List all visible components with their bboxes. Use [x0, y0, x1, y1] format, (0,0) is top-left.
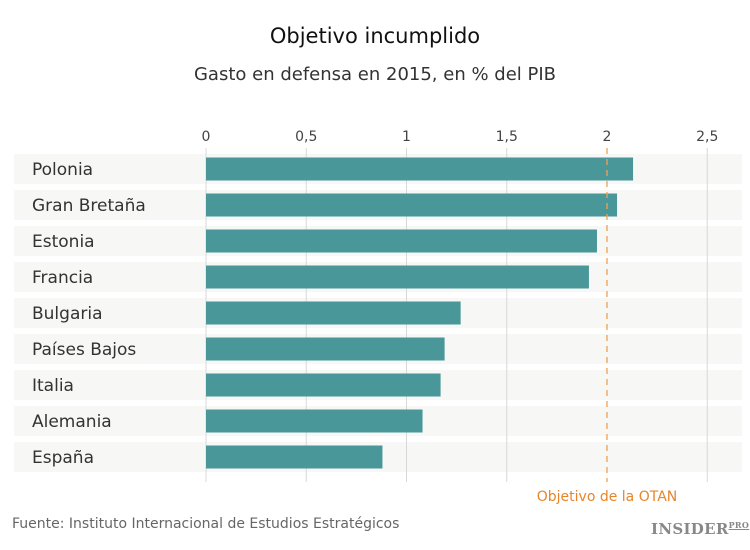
x-tick-label: 1 [402, 129, 411, 145]
x-tick-label: 0 [202, 129, 211, 145]
bar-gran-bretaña [206, 193, 618, 217]
category-label: Bulgaria [32, 304, 103, 324]
bar-francia [206, 265, 589, 289]
bar-países-bajos [206, 337, 445, 361]
x-tick-label: 2 [603, 129, 612, 145]
x-tick-label: 2,5 [696, 129, 718, 145]
bar-polonia [206, 157, 634, 181]
category-label: Países Bajos [32, 340, 136, 360]
category-label: Polonia [32, 160, 93, 180]
x-tick-label: 1,5 [496, 129, 518, 145]
category-label: España [32, 448, 94, 468]
source-note: Fuente: Instituto Internacional de Estud… [12, 516, 400, 532]
category-label: Estonia [32, 232, 95, 252]
bar-alemania [206, 409, 423, 433]
category-label: Italia [32, 376, 74, 396]
insider-pro-logo: INSIDERPRO [651, 520, 750, 538]
x-tick-label: 0,5 [295, 129, 317, 145]
chart-title: Objetivo incumplido [269, 24, 481, 48]
category-label: Francia [32, 268, 93, 288]
bar-bulgaria [206, 301, 461, 325]
nato-target-label: Objetivo de la OTAN [537, 489, 678, 505]
bar-estonia [206, 229, 597, 253]
category-label: Alemania [32, 412, 112, 432]
bar-italia [206, 373, 441, 397]
bar-españa [206, 445, 383, 469]
category-label: Gran Bretaña [32, 196, 146, 216]
chart-subtitle: Gasto en defensa en 2015, en % del PIB [193, 64, 557, 85]
